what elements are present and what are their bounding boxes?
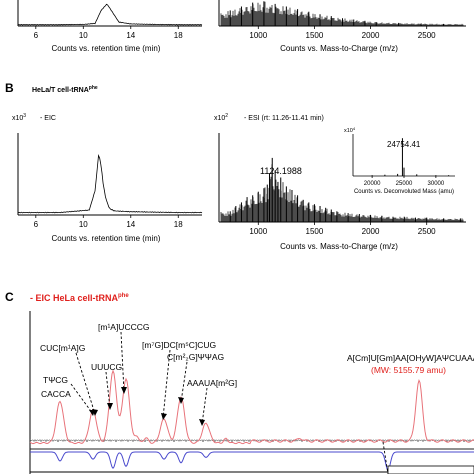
panel-b-ms-peak-label: 1124.1988 xyxy=(260,166,302,176)
arrow-cm22g xyxy=(180,361,188,403)
panel-b-eic-trace xyxy=(17,154,203,214)
x-tick-label: 10 xyxy=(79,220,88,229)
x-tick-label: 1000 xyxy=(249,227,267,236)
panel-b-eic-ticks: 6 10 14 18 xyxy=(34,215,183,229)
x-tick-label: 25000 xyxy=(396,181,413,187)
panel-b-inset-xaxis-label: Counts vs. Deconvoluted Mass (amu) xyxy=(354,189,454,195)
panel-b-letter: B xyxy=(5,81,14,95)
x-tick-label: 1500 xyxy=(306,227,324,236)
panel-a-eic-ticks: 6 10 14 18 xyxy=(34,26,183,40)
label-acmugm: A[Cm]U[Gm]AA[OHyW]AΨCUAAAG xyxy=(347,353,474,363)
panel-c-arrowheads xyxy=(89,387,205,426)
panel-b-inset: x104 20000 25000 30000 24754.41 Counts vs.… xyxy=(344,126,455,195)
panel-c: C - EIC HeLa cell-tRNAphe xyxy=(5,290,474,474)
panel-b-inset-ticks: 20000 25000 30000 xyxy=(364,176,445,187)
label-m1a-ucccg: [m¹A]UCCCG xyxy=(98,322,149,332)
x-tick-label: 14 xyxy=(126,220,135,229)
x-tick-label: 6 xyxy=(34,220,39,229)
label-mw: (MW: 5155.79 amu) xyxy=(371,365,446,375)
x-tick-label: 10 xyxy=(79,31,88,40)
x-tick-label: 2500 xyxy=(418,227,436,236)
panel-c-arrows xyxy=(70,331,389,474)
panel-b-inset-scale: x104 xyxy=(344,126,356,134)
arrow-m1a-ucccg xyxy=(120,331,125,393)
panel-c-title: - EIC HeLa cell-tRNAphe xyxy=(30,293,129,303)
arrow-uuucg xyxy=(105,371,111,409)
panel-b-ms-xaxis-label: Counts vs. Mass-to-Charge (m/z) xyxy=(280,242,398,251)
panel-b-inset-spectrum xyxy=(371,138,450,176)
panel-c-letter: C xyxy=(5,290,14,304)
arrowhead-cuc xyxy=(92,409,98,416)
label-m7g: [m⁷G]DC[m⁵C]CUG xyxy=(142,340,216,350)
label-cm22g: C[m²₂G]ΨΨAG xyxy=(167,352,224,362)
panel-c-legend-box xyxy=(387,465,474,474)
panel-b-ms-label: - ESI (rt: 11.26-11.41 min) xyxy=(244,115,324,122)
arrowhead-m1a xyxy=(121,387,127,394)
x-tick-label: 30000 xyxy=(428,181,445,187)
label-uuucg: UUUCG xyxy=(91,362,122,372)
arrow-m7g xyxy=(162,349,171,419)
label-cuc-m1a-g: CUC[m¹A]G xyxy=(40,343,85,353)
panel-b-ms-ticks: 1000 1500 2000 2500 xyxy=(249,222,436,236)
panel-a: 6 10 14 18 Counts vs. retention time (min) … xyxy=(17,0,466,53)
label-tpcg: TΨCG xyxy=(43,375,68,385)
x-tick-label: 14 xyxy=(126,31,135,40)
x-tick-label: 6 xyxy=(34,31,39,40)
arrowhead-m7g xyxy=(161,413,167,420)
panel-a-ms-ticks: 1000 1500 2000 2500 xyxy=(249,26,436,40)
panel-b-inset-peak-label: 24754.41 xyxy=(387,140,421,149)
arrow-aaaua xyxy=(201,387,208,425)
x-tick-label: 1000 xyxy=(249,31,267,40)
arrowhead-uuucg xyxy=(107,403,113,410)
arrowhead-cm22g xyxy=(178,397,184,404)
panel-a-eic-trace xyxy=(17,3,203,26)
arrowhead-aaaua xyxy=(199,419,205,426)
x-tick-label: 18 xyxy=(174,31,183,40)
x-tick-label: 2000 xyxy=(362,31,380,40)
x-tick-label: 18 xyxy=(174,220,183,229)
panel-a-ms-spectrum xyxy=(218,1,464,26)
label-aaaua: AAAUA[m²G] xyxy=(187,378,237,388)
x-tick-label: 2500 xyxy=(418,31,436,40)
panel-b: B HeLa/T cell-tRNAphe x103 - EIC 6 10 14 18… xyxy=(5,81,466,251)
panel-b-eic-xaxis-label: Counts vs. retention time (min) xyxy=(52,234,161,243)
label-cacca: CACCA xyxy=(41,389,71,399)
panel-b-ms-spectrum xyxy=(220,157,464,222)
panel-b-ms-scale: x102 xyxy=(214,113,228,122)
panel-b-eic-label: - EIC xyxy=(40,115,56,122)
panel-b-sample-title: HeLa/T cell-tRNAphe xyxy=(32,85,98,94)
panel-a-eic-xaxis-label: Counts vs. retention time (min) xyxy=(52,44,161,53)
panel-c-top-trace xyxy=(29,369,474,445)
panel-a-ms-xaxis-label: Counts vs. Mass-to-Charge (m/z) xyxy=(280,44,398,53)
x-tick-label: 20000 xyxy=(364,181,381,187)
panel-c-bottom-trace xyxy=(30,451,474,471)
arrow-blue-tail xyxy=(382,441,389,474)
panel-b-eic-scale: x103 xyxy=(12,113,26,122)
arrow-tpcg xyxy=(70,383,94,415)
arrow-cuc-m1a-g xyxy=(75,352,96,415)
x-tick-label: 2000 xyxy=(362,227,380,236)
x-tick-label: 1500 xyxy=(306,31,324,40)
